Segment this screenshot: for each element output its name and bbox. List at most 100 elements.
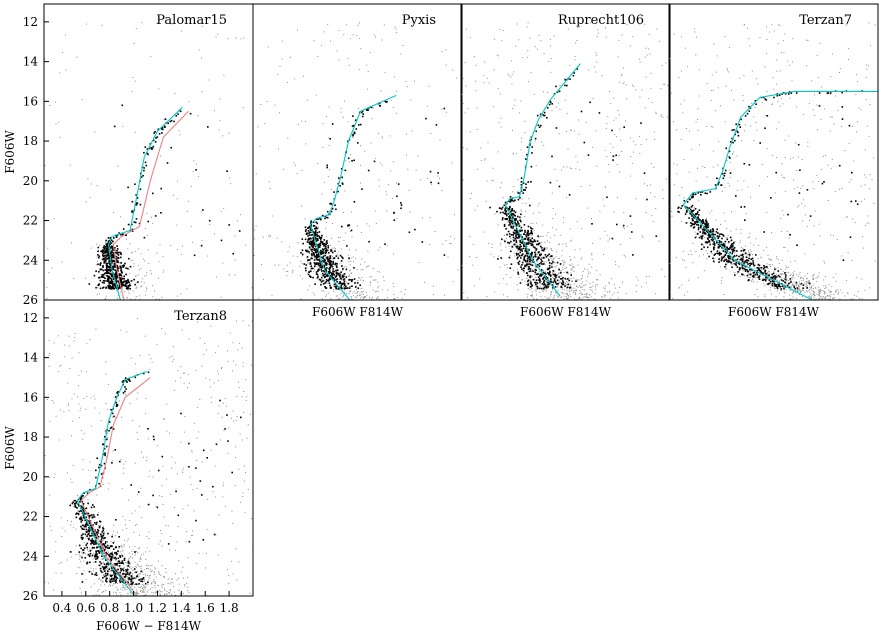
member-star bbox=[342, 278, 345, 281]
field-star bbox=[649, 53, 651, 55]
field-star bbox=[588, 263, 590, 265]
field-star bbox=[807, 289, 809, 291]
field-star bbox=[726, 228, 728, 229]
member-star bbox=[124, 285, 126, 287]
field-star bbox=[832, 235, 834, 237]
field-star bbox=[89, 197, 91, 199]
field-star bbox=[777, 290, 779, 292]
field-star bbox=[548, 285, 550, 287]
field-star bbox=[854, 222, 856, 223]
member-star bbox=[353, 267, 355, 269]
member-star bbox=[338, 282, 340, 285]
member-star bbox=[513, 239, 515, 242]
field-star bbox=[328, 144, 330, 146]
member-star bbox=[514, 237, 517, 240]
member-star bbox=[309, 275, 312, 278]
field-star bbox=[518, 112, 520, 114]
member-star bbox=[827, 92, 830, 94]
field-star bbox=[351, 211, 353, 213]
field-star bbox=[325, 235, 327, 237]
field-star bbox=[777, 24, 779, 26]
field-star bbox=[697, 108, 699, 110]
member-star bbox=[734, 274, 736, 276]
member-star bbox=[748, 254, 751, 256]
field-star bbox=[816, 293, 818, 295]
field-star bbox=[271, 294, 273, 296]
member-star bbox=[525, 235, 528, 238]
field-star bbox=[582, 270, 584, 272]
member-star bbox=[818, 105, 821, 107]
field-star bbox=[579, 292, 581, 294]
field-star bbox=[799, 288, 801, 290]
field-star bbox=[862, 236, 864, 238]
member-star bbox=[108, 275, 111, 278]
field-star bbox=[824, 291, 826, 293]
field-star bbox=[579, 248, 581, 250]
field-star bbox=[784, 190, 786, 192]
field-star bbox=[850, 178, 852, 180]
field-star bbox=[807, 39, 809, 41]
field-star bbox=[596, 54, 597, 56]
field-star bbox=[618, 154, 620, 156]
field-star bbox=[823, 291, 825, 292]
field-star bbox=[295, 164, 296, 166]
field-star bbox=[792, 157, 794, 159]
field-star bbox=[535, 273, 536, 275]
field-star bbox=[729, 176, 731, 178]
field-star bbox=[560, 297, 562, 298]
field-star bbox=[336, 50, 338, 52]
field-star bbox=[744, 130, 746, 132]
field-star bbox=[582, 281, 583, 283]
field-star bbox=[322, 123, 324, 125]
field-star bbox=[526, 278, 528, 279]
field-star bbox=[618, 266, 620, 268]
member-star bbox=[555, 85, 557, 88]
member-star bbox=[750, 258, 752, 260]
field-star bbox=[838, 188, 840, 190]
member-star bbox=[767, 283, 769, 286]
member-star bbox=[709, 191, 712, 193]
field-star bbox=[140, 286, 142, 288]
member-star bbox=[518, 263, 520, 265]
member-star bbox=[315, 240, 318, 242]
member-star bbox=[743, 206, 746, 208]
field-star bbox=[381, 39, 383, 41]
field-star bbox=[571, 263, 573, 265]
field-star bbox=[87, 178, 89, 180]
member-star bbox=[512, 212, 515, 215]
field-star bbox=[812, 287, 814, 289]
field-star bbox=[604, 149, 606, 151]
field-star bbox=[240, 214, 242, 216]
field-star bbox=[869, 174, 871, 176]
field-star bbox=[757, 83, 759, 85]
field-star bbox=[402, 45, 404, 46]
member-star bbox=[116, 276, 119, 279]
field-star bbox=[135, 288, 137, 289]
member-star bbox=[526, 258, 529, 260]
field-star bbox=[575, 293, 577, 295]
field-star bbox=[369, 281, 371, 283]
member-star bbox=[548, 103, 551, 106]
member-star bbox=[341, 275, 344, 278]
field-star bbox=[777, 100, 779, 102]
member-star bbox=[556, 283, 558, 285]
field-star bbox=[793, 179, 795, 181]
field-star bbox=[546, 297, 548, 299]
field-star bbox=[775, 267, 777, 269]
field-star bbox=[342, 282, 343, 284]
field-star bbox=[510, 277, 512, 279]
field-star bbox=[799, 271, 801, 273]
y-tick-label: 12 bbox=[23, 15, 38, 29]
field-star bbox=[814, 115, 816, 116]
field-star bbox=[136, 282, 138, 284]
member-star bbox=[121, 284, 123, 287]
field-star bbox=[395, 90, 397, 92]
field-star bbox=[673, 121, 674, 123]
field-star bbox=[792, 275, 794, 277]
member-star bbox=[105, 251, 108, 254]
field-star bbox=[348, 274, 350, 276]
field-star bbox=[723, 212, 725, 214]
field-star bbox=[569, 64, 571, 66]
field-star bbox=[360, 263, 362, 265]
member-star bbox=[333, 279, 336, 282]
